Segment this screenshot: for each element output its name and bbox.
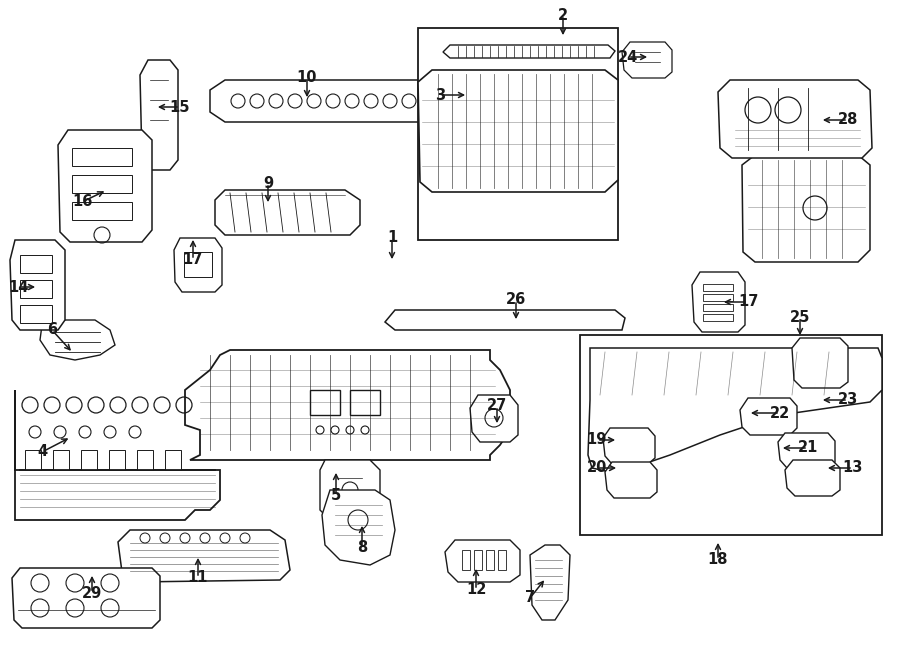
Polygon shape — [118, 530, 290, 582]
Bar — [184, 252, 212, 277]
Text: 22: 22 — [770, 405, 790, 420]
Text: 11: 11 — [188, 570, 208, 586]
Polygon shape — [215, 190, 360, 235]
Text: 16: 16 — [72, 194, 92, 210]
Bar — [418, 28, 618, 240]
Text: 28: 28 — [838, 112, 859, 128]
Polygon shape — [58, 130, 152, 242]
Text: 2: 2 — [558, 7, 568, 22]
Text: 19: 19 — [587, 432, 608, 447]
Polygon shape — [470, 395, 518, 442]
Bar — [72, 148, 132, 166]
Bar — [703, 294, 733, 301]
Bar — [109, 450, 125, 470]
Polygon shape — [603, 428, 655, 464]
Polygon shape — [588, 348, 882, 472]
Polygon shape — [443, 45, 615, 58]
Bar — [462, 550, 470, 570]
Bar — [53, 450, 69, 470]
Text: 20: 20 — [587, 461, 608, 475]
Text: 7: 7 — [525, 590, 535, 605]
Bar — [703, 314, 733, 321]
Polygon shape — [322, 490, 395, 565]
Text: 25: 25 — [790, 309, 810, 325]
Polygon shape — [792, 338, 848, 388]
Text: 12: 12 — [466, 582, 486, 598]
Bar — [580, 335, 882, 535]
Polygon shape — [385, 310, 625, 330]
Bar — [72, 202, 132, 220]
Bar — [20, 255, 52, 273]
Text: 24: 24 — [618, 50, 638, 65]
Polygon shape — [778, 433, 835, 468]
Text: 29: 29 — [82, 586, 102, 600]
Text: 8: 8 — [357, 541, 367, 555]
Polygon shape — [140, 60, 178, 170]
Bar — [81, 450, 97, 470]
Polygon shape — [210, 80, 465, 122]
Text: 27: 27 — [487, 399, 507, 414]
Text: 13: 13 — [842, 461, 863, 475]
Polygon shape — [445, 540, 520, 582]
Bar — [498, 550, 506, 570]
Bar — [703, 304, 733, 311]
Text: 21: 21 — [797, 440, 818, 455]
Polygon shape — [10, 240, 65, 330]
Bar — [165, 450, 181, 470]
Bar — [137, 450, 153, 470]
Bar — [474, 550, 482, 570]
Polygon shape — [40, 320, 115, 360]
Text: 5: 5 — [331, 488, 341, 502]
Bar — [310, 390, 340, 415]
Text: 3: 3 — [435, 87, 446, 102]
Polygon shape — [742, 155, 870, 262]
Text: 17: 17 — [183, 253, 203, 268]
Text: 14: 14 — [8, 280, 28, 295]
Text: 6: 6 — [47, 323, 57, 338]
Polygon shape — [605, 462, 657, 498]
Text: 1: 1 — [387, 231, 397, 245]
Text: 15: 15 — [170, 100, 190, 114]
Polygon shape — [692, 272, 745, 332]
Text: 9: 9 — [263, 176, 273, 190]
Text: 17: 17 — [738, 295, 758, 309]
Polygon shape — [622, 42, 672, 78]
Bar — [72, 175, 132, 193]
Polygon shape — [185, 350, 510, 460]
Bar — [20, 280, 52, 298]
Text: 23: 23 — [838, 393, 858, 407]
Bar — [703, 284, 733, 291]
Text: 4: 4 — [37, 444, 47, 459]
Bar — [25, 450, 41, 470]
Polygon shape — [15, 390, 220, 520]
Polygon shape — [320, 460, 380, 520]
Bar — [486, 550, 494, 570]
Polygon shape — [785, 460, 840, 496]
Polygon shape — [530, 545, 570, 620]
Text: 10: 10 — [297, 71, 317, 85]
Polygon shape — [718, 80, 872, 158]
Polygon shape — [12, 568, 160, 628]
Polygon shape — [174, 238, 222, 292]
Polygon shape — [740, 398, 797, 435]
Bar — [20, 305, 52, 323]
Polygon shape — [418, 70, 618, 192]
Bar — [350, 390, 380, 415]
Text: 18: 18 — [707, 553, 728, 568]
Text: 26: 26 — [506, 293, 526, 307]
